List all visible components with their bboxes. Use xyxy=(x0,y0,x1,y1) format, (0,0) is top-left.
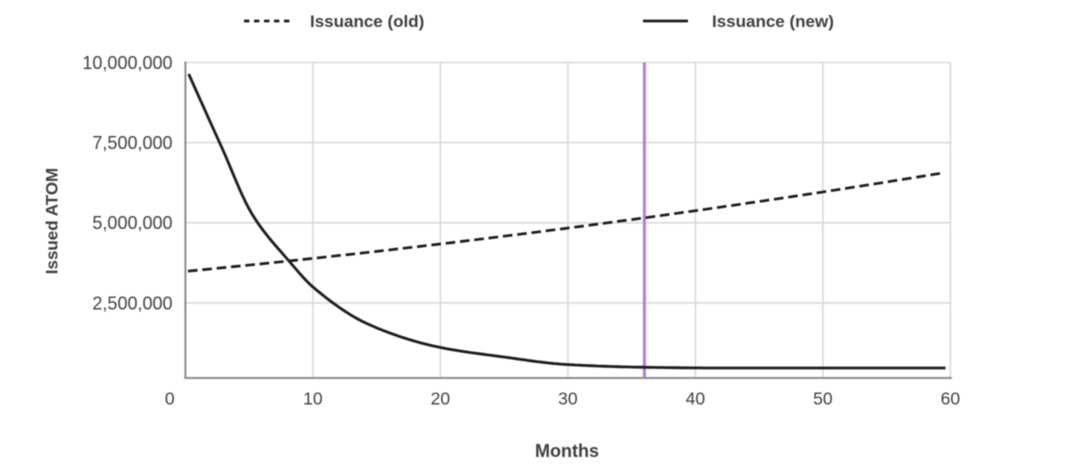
svg-text:Issuance (new): Issuance (new) xyxy=(712,12,834,31)
svg-text:0: 0 xyxy=(165,389,175,409)
svg-text:Issued ATOM: Issued ATOM xyxy=(43,168,62,274)
svg-text:30: 30 xyxy=(558,389,578,409)
svg-text:Issuance (old): Issuance (old) xyxy=(310,12,424,31)
svg-text:10: 10 xyxy=(303,389,323,409)
svg-text:7,500,000: 7,500,000 xyxy=(92,133,172,153)
svg-text:Months: Months xyxy=(535,441,599,461)
svg-text:5,000,000: 5,000,000 xyxy=(92,213,172,233)
svg-text:60: 60 xyxy=(941,389,961,409)
svg-text:10,000,000: 10,000,000 xyxy=(82,53,172,73)
svg-text:20: 20 xyxy=(431,389,451,409)
svg-text:50: 50 xyxy=(813,389,833,409)
svg-text:2,500,000: 2,500,000 xyxy=(92,293,172,313)
svg-text:40: 40 xyxy=(686,389,706,409)
